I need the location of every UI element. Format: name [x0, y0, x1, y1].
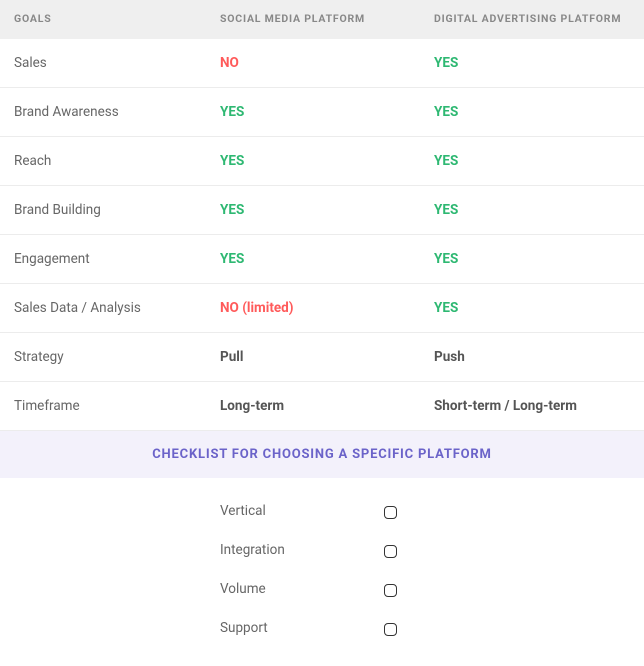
table-row: Brand Building YES YES: [0, 186, 644, 235]
table-row: Sales Data / Analysis NO (limited) YES: [0, 284, 644, 333]
social-value: YES: [220, 153, 434, 169]
checkbox-icon[interactable]: [384, 584, 397, 597]
table-row: Timeframe Long-term Short-term / Long-te…: [0, 382, 644, 431]
checkbox-icon[interactable]: [384, 623, 397, 636]
comparison-table: GOALS SOCIAL MEDIA PLATFORM DIGITAL ADVE…: [0, 0, 644, 431]
col-header-social: SOCIAL MEDIA PLATFORM: [220, 12, 434, 27]
checklist-label: Volume: [0, 581, 384, 597]
goal-label: Strategy: [0, 349, 220, 365]
goal-label: Sales Data / Analysis: [0, 300, 220, 316]
digital-value: Push: [434, 349, 644, 365]
social-value: YES: [220, 202, 434, 218]
goal-label: Brand Awareness: [0, 104, 220, 120]
digital-value: YES: [434, 202, 644, 218]
checklist-label: Vertical: [0, 503, 384, 519]
checklist-title: CHECKLIST FOR CHOOSING A SPECIFIC PLATFO…: [0, 431, 644, 478]
digital-value: YES: [434, 104, 644, 120]
goal-label: Timeframe: [0, 398, 220, 414]
checklist-item: Support: [0, 609, 644, 648]
col-header-digital: DIGITAL ADVERTISING PLATFORM: [434, 12, 644, 27]
checkbox-icon[interactable]: [384, 545, 397, 558]
checklist-label: Integration: [0, 542, 384, 558]
digital-value: YES: [434, 251, 644, 267]
col-header-goals: GOALS: [0, 12, 220, 27]
table-row: Strategy Pull Push: [0, 333, 644, 382]
table-row: Reach YES YES: [0, 137, 644, 186]
checklist-item: Volume: [0, 570, 644, 609]
checklist: Vertical Integration Volume Support: [0, 478, 644, 666]
goal-label: Reach: [0, 153, 220, 169]
checklist-item: Integration: [0, 531, 644, 570]
table-header-row: GOALS SOCIAL MEDIA PLATFORM DIGITAL ADVE…: [0, 0, 644, 39]
digital-value: Short-term / Long-term: [434, 398, 644, 414]
checkbox-icon[interactable]: [384, 506, 397, 519]
goal-label: Brand Building: [0, 202, 220, 218]
digital-value: YES: [434, 153, 644, 169]
social-value: YES: [220, 104, 434, 120]
social-value: YES: [220, 251, 434, 267]
table-row: Brand Awareness YES YES: [0, 88, 644, 137]
goal-label: Sales: [0, 55, 220, 71]
social-value: Long-term: [220, 398, 434, 414]
table-row: Sales NO YES: [0, 39, 644, 88]
social-value: NO: [220, 55, 434, 71]
checklist-item: Vertical: [0, 492, 644, 531]
table-row: Engagement YES YES: [0, 235, 644, 284]
social-value: Pull: [220, 349, 434, 365]
social-value: NO (limited): [220, 300, 434, 316]
digital-value: YES: [434, 55, 644, 71]
goal-label: Engagement: [0, 251, 220, 267]
checklist-label: Support: [0, 620, 384, 636]
digital-value: YES: [434, 300, 644, 316]
